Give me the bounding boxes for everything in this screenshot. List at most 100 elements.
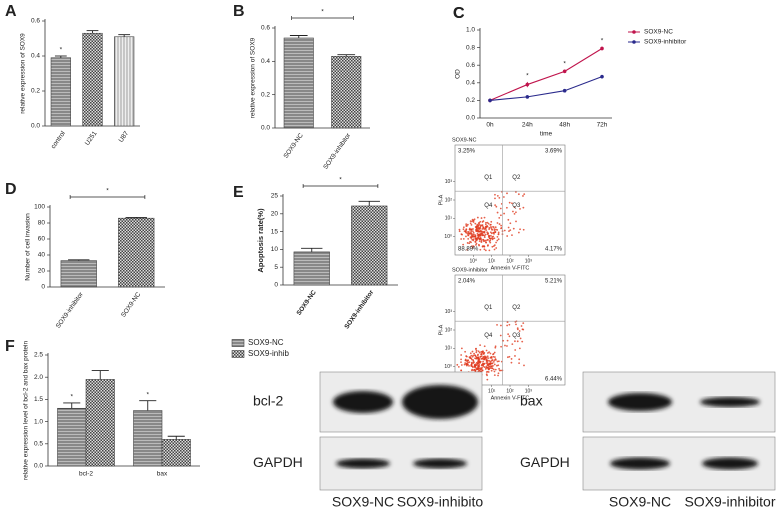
- x-tick-label: SOX9-inhibitor: [322, 131, 352, 170]
- quadrant-name: Q3: [512, 333, 521, 339]
- event-dot: [497, 372, 500, 375]
- significance: *: [563, 60, 566, 67]
- event-dot: [487, 232, 489, 234]
- quadrant-name: Q2: [512, 175, 521, 181]
- event-dot: [481, 369, 484, 372]
- event-dot: [508, 201, 511, 204]
- event-dot: [513, 206, 516, 209]
- event-dot: [460, 233, 463, 236]
- event-dot: [487, 222, 490, 225]
- event-dot: [487, 366, 489, 369]
- event-dot: [490, 362, 493, 365]
- event-dot: [483, 366, 486, 369]
- event-dot: [464, 358, 467, 361]
- event-dot: [486, 239, 489, 241]
- event-dot: [468, 242, 471, 245]
- event-dot: [493, 359, 496, 362]
- event-dot: [471, 220, 473, 223]
- event-dot: [517, 193, 520, 196]
- event-dot: [469, 222, 472, 225]
- event-dot: [479, 234, 482, 237]
- event-dot: [497, 231, 500, 234]
- event-dot: [496, 194, 499, 197]
- y-tick-label: 25: [271, 193, 279, 200]
- event-dot: [480, 217, 483, 219]
- event-dot: [511, 202, 513, 205]
- event-dot: [458, 230, 461, 233]
- event-dot: [479, 227, 481, 230]
- event-dot: [504, 344, 506, 347]
- event-dot: [484, 249, 487, 252]
- event-dot: [512, 210, 514, 213]
- event-dot: [473, 361, 475, 364]
- legend-label: SOX9-NC: [248, 338, 284, 347]
- event-dot: [506, 324, 509, 327]
- y-tick-label: 10³: [445, 179, 453, 185]
- blot-lane-label: SOX9-inhibitor: [684, 494, 775, 510]
- y-tick-label: 100: [34, 204, 45, 211]
- event-dot: [520, 325, 523, 327]
- y-tick-label: 0: [41, 284, 45, 291]
- event-dot: [497, 374, 499, 377]
- event-dot: [466, 248, 469, 251]
- y-tick-label: 10⁰: [444, 364, 452, 370]
- x-tick-label: 10³: [525, 258, 533, 264]
- event-dot: [474, 240, 477, 243]
- x-tick-label: SOX9-inhibitor: [343, 289, 375, 331]
- y-axis-label: Number of cell invasion: [25, 213, 32, 281]
- blot-band: [336, 458, 390, 469]
- event-dot: [494, 193, 496, 196]
- event-dot: [475, 243, 477, 246]
- event-dot: [498, 369, 501, 372]
- event-dot: [478, 365, 481, 368]
- significance: *: [146, 391, 149, 398]
- y-axis-label: OD: [455, 69, 462, 79]
- event-dot: [493, 370, 496, 373]
- event-dot: [493, 351, 496, 354]
- event-dot: [481, 231, 484, 234]
- y-tick-label: 0.2: [466, 97, 475, 104]
- point: [562, 88, 567, 93]
- blot-row-label: bax: [520, 393, 543, 409]
- event-dot: [518, 358, 521, 361]
- event-dot: [456, 363, 459, 366]
- event-dot: [521, 328, 524, 331]
- x-tick-label: SOX9-inhibitor: [55, 290, 85, 329]
- event-dot: [486, 355, 489, 358]
- event-dot: [508, 323, 511, 326]
- bar: [331, 56, 362, 129]
- event-dot: [484, 355, 487, 358]
- event-dot: [477, 368, 479, 370]
- event-dot: [483, 363, 485, 365]
- event-dot: [487, 352, 489, 354]
- event-dot: [487, 368, 490, 371]
- point: [600, 46, 604, 51]
- event-dot: [492, 231, 495, 234]
- y-tick-label: 0.0: [34, 463, 43, 470]
- blot-band: [700, 397, 760, 407]
- quadrant-name: Q3: [512, 203, 521, 209]
- event-dot: [499, 334, 502, 337]
- bar: [161, 439, 191, 467]
- event-dot: [475, 364, 478, 367]
- event-dot: [484, 225, 487, 228]
- event-dot: [465, 364, 468, 367]
- event-dot: [500, 224, 503, 227]
- event-dot: [471, 350, 474, 353]
- event-dot: [462, 228, 465, 231]
- event-dot: [517, 231, 520, 234]
- y-tick-label: 0.2: [31, 88, 40, 95]
- significance: *: [339, 177, 342, 184]
- event-dot: [469, 356, 472, 358]
- y-tick-label: 0.6: [261, 25, 270, 32]
- event-dot: [496, 360, 499, 363]
- blot-lane-label: SOX9-inhibito: [397, 494, 484, 510]
- event-dot: [496, 235, 499, 238]
- event-dot: [469, 220, 472, 223]
- event-dot: [484, 223, 487, 226]
- event-dot: [480, 241, 483, 243]
- line: [489, 76, 603, 101]
- y-axis-label: relative expression of SOX9: [250, 37, 257, 118]
- event-dot: [516, 340, 519, 343]
- event-dot: [478, 240, 481, 243]
